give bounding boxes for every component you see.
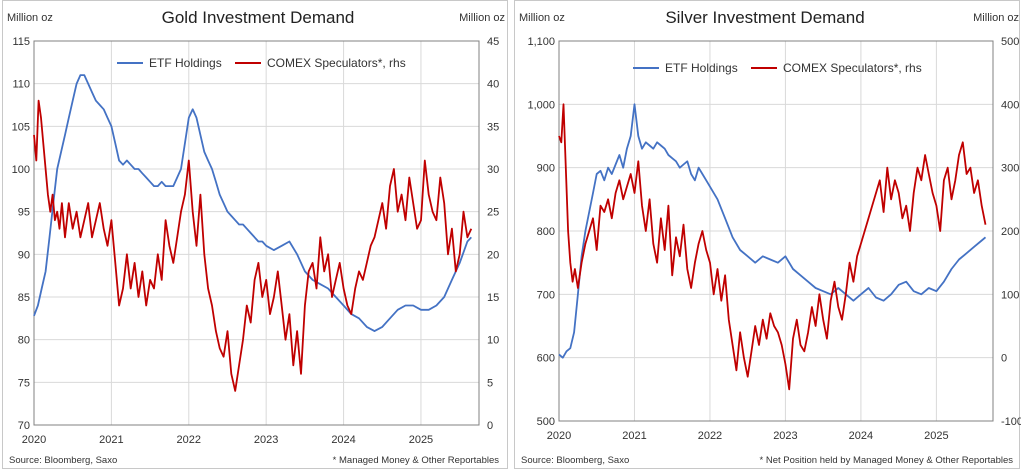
footnote: * Net Position held by Managed Money & O…: [760, 455, 1014, 466]
y-right-tick-label: 25: [487, 207, 499, 219]
y-right-tick-label: 15: [487, 292, 499, 304]
y-left-tick-label: 75: [18, 377, 30, 389]
etf-holdings-line: [558, 103, 987, 359]
y-right-tick-label: 300: [1001, 163, 1019, 175]
y-left-tick-label: 900: [537, 163, 555, 175]
x-tick-label: 2021: [99, 434, 123, 446]
y-left-tick-label: 1,000: [527, 99, 555, 111]
x-tick-label: 2025: [409, 434, 433, 446]
y-right-tick-label: 45: [487, 36, 499, 48]
x-tick-label: 2024: [331, 434, 355, 446]
legend-etf-label: ETF Holdings: [149, 56, 222, 70]
y-right-tick-label: 35: [487, 121, 499, 133]
y-right-tick-label: 500: [1001, 36, 1019, 48]
gold-chart: 1151101051009590858075704540353025201510…: [7, 8, 505, 466]
legend-etf-label: ETF Holdings: [665, 61, 738, 75]
legend: ETF Holdings COMEX Speculators*, rhs: [117, 56, 406, 70]
y-right-tick-label: 0: [1001, 353, 1007, 365]
chart-title: Gold Investment Demand: [162, 8, 355, 27]
left-axis-label: Million oz: [7, 12, 53, 24]
y-right-tick-label: 10: [487, 335, 499, 347]
legend-comex-label: COMEX Speculators*, rhs: [267, 56, 406, 70]
x-tick-label: 2020: [22, 434, 46, 446]
legend-comex-label: COMEX Speculators*, rhs: [783, 61, 922, 75]
silver-chart: 1,100 1,000 900 800 700 600 500 500 400 300 200 100…: [519, 8, 1021, 466]
y-right-tick-label: 40: [487, 79, 499, 91]
silver-chart-panel: 1,100 1,000 900 800 700 600 500 500 400 300 200 100…: [514, 0, 1021, 469]
chart-title: Silver Investment Demand: [665, 8, 864, 27]
x-tick-label: 2022: [177, 434, 201, 446]
y-left-tick-label: 1,100: [527, 36, 555, 48]
y-right-tick-label: 30: [487, 164, 499, 176]
comex-speculators-line: [558, 103, 987, 391]
x-tick-label: 2023: [773, 430, 797, 442]
legend: ETF Holdings COMEX Speculators*, rhs: [633, 61, 922, 75]
y-left-tick-label: 105: [12, 121, 30, 133]
x-tick-label: 2020: [547, 430, 571, 442]
right-axis-label: Million oz: [973, 12, 1019, 24]
y-right-tick-label: -100: [1001, 416, 1021, 428]
y-left-tick-label: 80: [18, 335, 30, 347]
footnote: * Managed Money & Other Reportables: [333, 455, 500, 466]
y-left-tick-label: 110: [12, 79, 30, 91]
comex-speculators-line: [33, 99, 473, 392]
x-tick-label: 2022: [698, 430, 722, 442]
etf-holdings-line: [33, 74, 472, 333]
y-left-tick-label: 85: [18, 292, 30, 304]
y-left-tick-label: 600: [537, 353, 555, 365]
y-right-tick-label: 0: [487, 420, 493, 432]
x-tick-label: 2021: [622, 430, 646, 442]
y-right-tick-label: 5: [487, 377, 493, 389]
y-right-tick-label: 100: [1001, 289, 1019, 301]
source-note: Source: Bloomberg, Saxo: [521, 455, 629, 466]
y-left-tick-label: 90: [18, 249, 30, 261]
y-left-tick-label: 95: [18, 207, 30, 219]
y-left-tick-label: 700: [537, 289, 555, 301]
x-tick-label: 2025: [924, 430, 948, 442]
y-right-tick-label: 400: [1001, 99, 1019, 111]
y-left-tick-label: 500: [537, 416, 555, 428]
y-left-tick-label: 115: [12, 36, 30, 48]
plot-frame: [33, 40, 480, 426]
y-right-tick-label: 200: [1001, 226, 1019, 238]
gold-chart-panel: 115 110 105 100 95 90 85 80 75 70 45 40 35 30 25 20 15 10…: [2, 0, 508, 469]
y-left-tick-label: 100: [12, 164, 30, 176]
y-right-tick-label: 20: [487, 249, 499, 261]
plot-frame: [558, 40, 994, 422]
left-axis-label: Million oz: [519, 12, 565, 24]
right-axis-label: Million oz: [459, 12, 505, 24]
x-tick-label: 2023: [254, 434, 278, 446]
source-note: Source: Bloomberg, Saxo: [9, 455, 117, 466]
x-tick-label: 2024: [849, 430, 873, 442]
y-left-tick-label: 70: [18, 420, 30, 432]
y-left-tick-label: 800: [537, 226, 555, 238]
